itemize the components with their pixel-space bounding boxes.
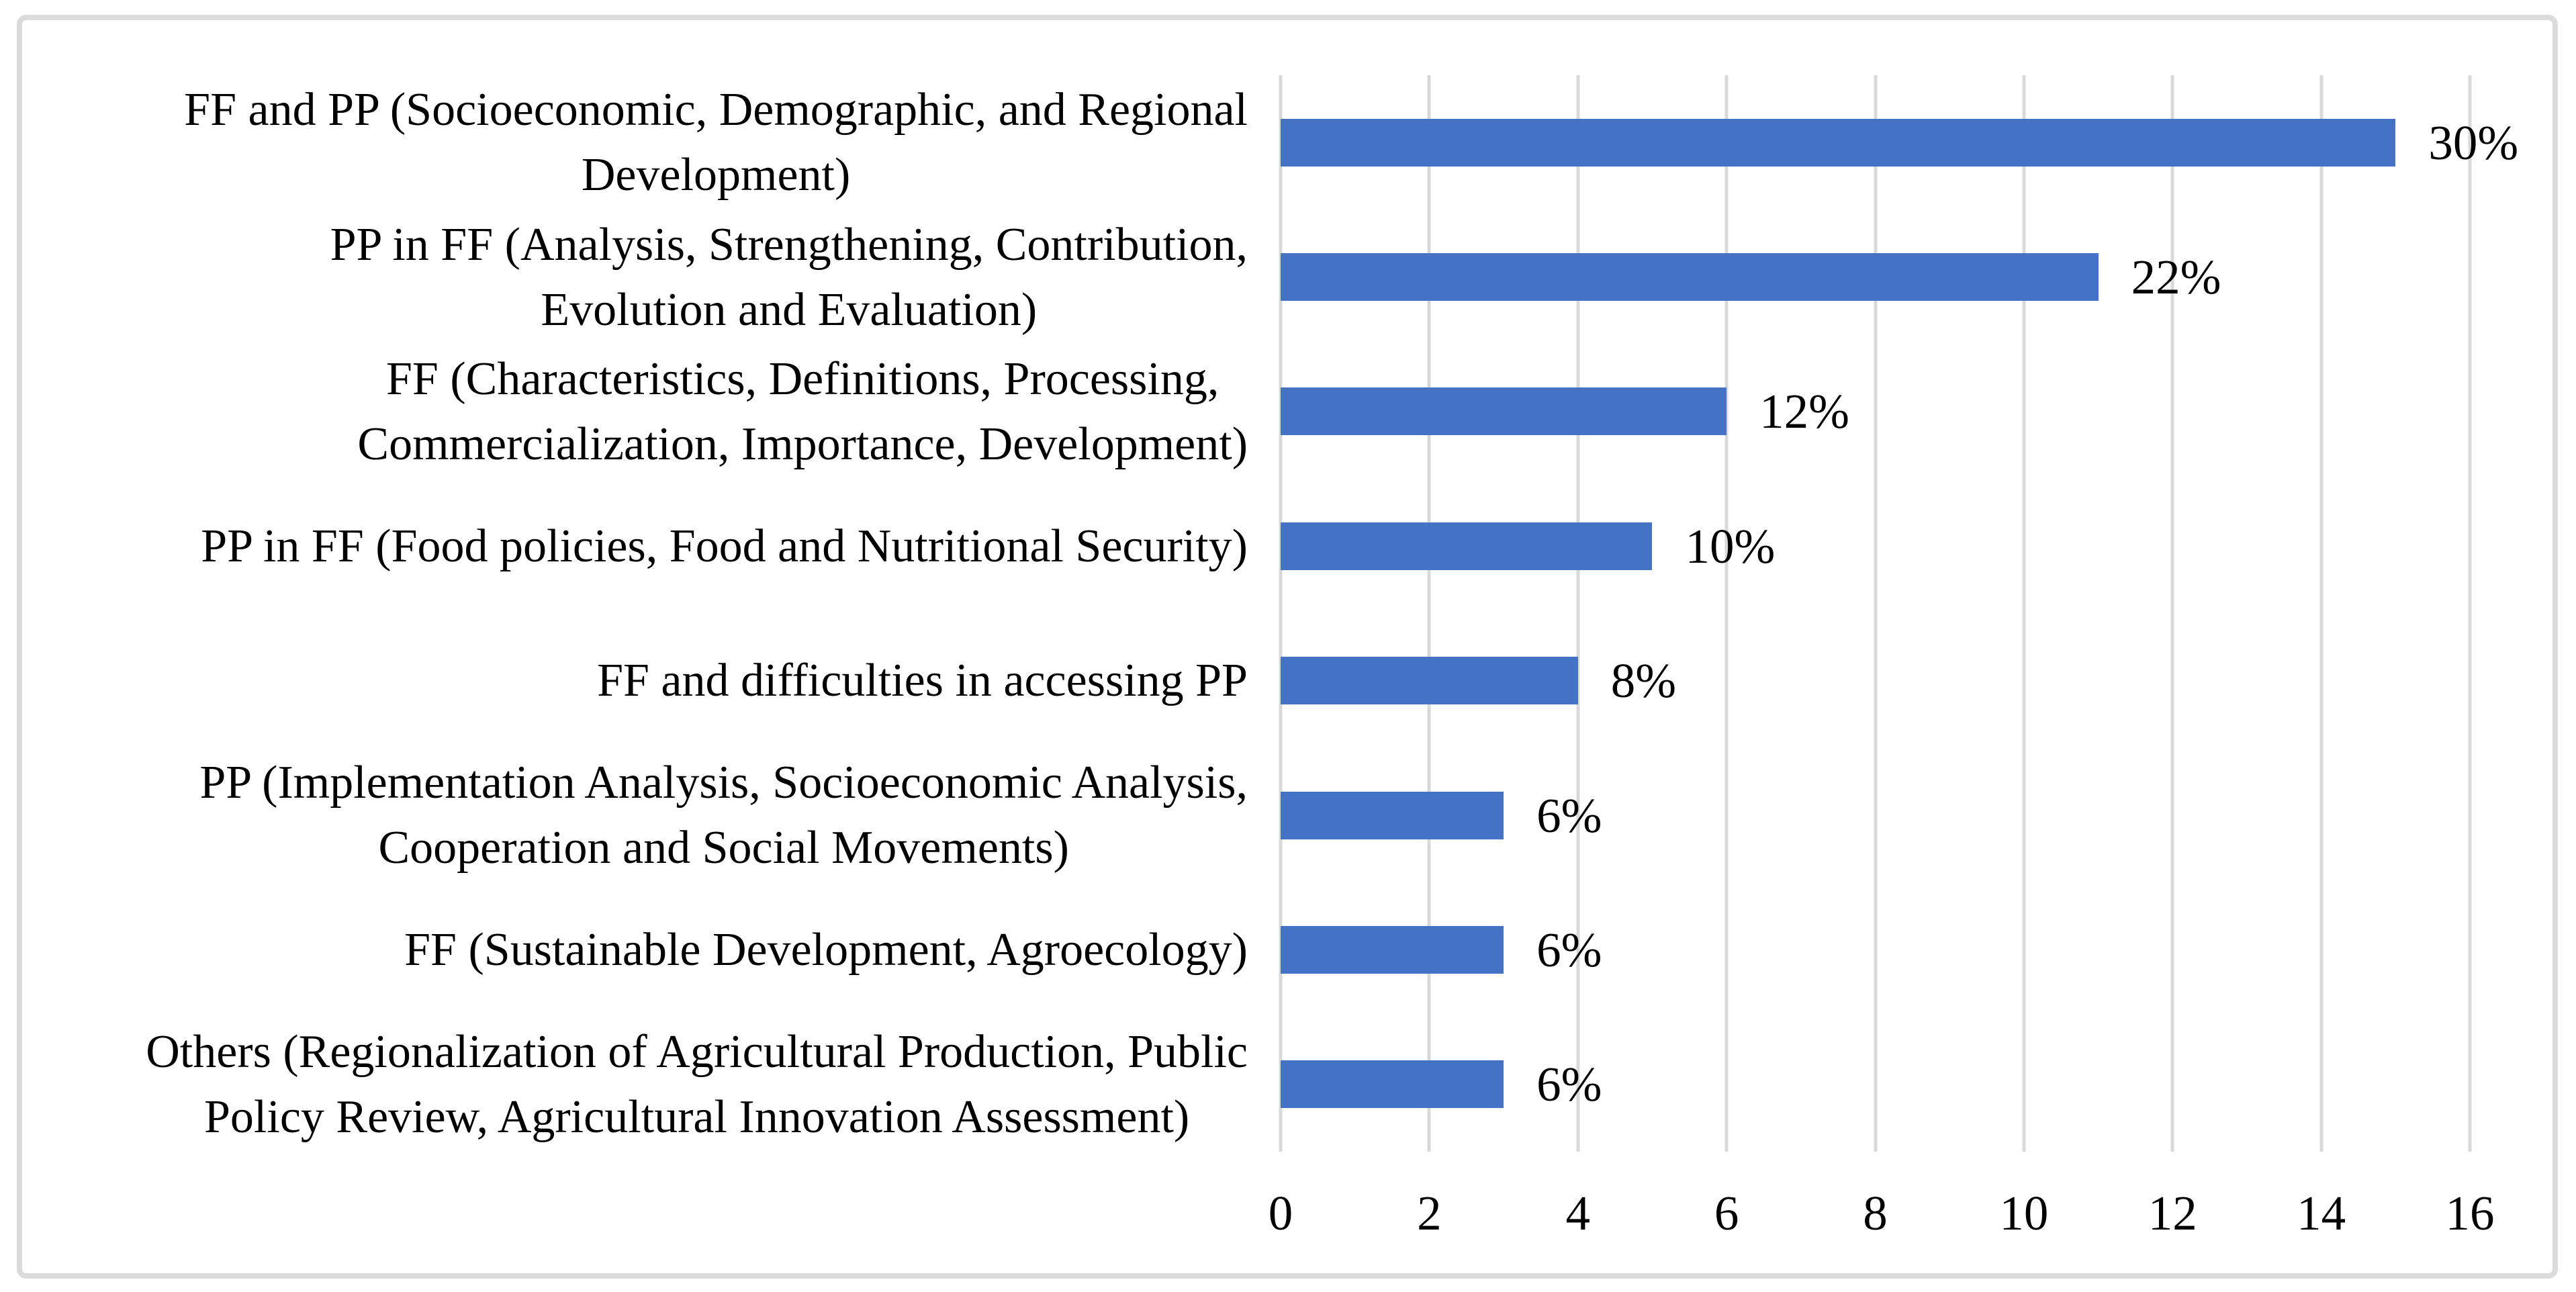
category-label: FF (Characteristics, Definitions, Proces… [357, 353, 1248, 470]
gridline [1279, 75, 1283, 1152]
bar-row: 8% [1281, 614, 2470, 748]
category-label: FF (Sustainable Development, Agroecology… [404, 923, 1248, 976]
bar-value-label: 12% [1759, 384, 1849, 439]
gridline [2170, 75, 2174, 1152]
bar-row: 6% [1281, 882, 2470, 1017]
bar [1281, 253, 2099, 302]
x-tick-label: 4 [1565, 1186, 1591, 1240]
bar-row: 30% [1281, 75, 2518, 210]
gridline [2468, 75, 2472, 1152]
bar-row: 6% [1281, 1017, 2470, 1152]
gridline [2319, 75, 2324, 1152]
bar-row: 6% [1281, 748, 2470, 882]
bar-value-label: 8% [1610, 653, 1677, 708]
category-label: PP (Implementation Analysis, Socioeconom… [199, 757, 1248, 874]
bar [1281, 925, 1504, 974]
category-cell: PP in FF (Analysis, Strengthening, Contr… [27, 210, 1248, 344]
category-cell: FF and difficulties in accessing PP [27, 614, 1248, 748]
gridlines-layer [1279, 75, 2472, 1152]
category-cell: FF and PP (Socioeconomic, Demographic, a… [27, 75, 1248, 210]
category-axis: FF and PP (Socioeconomic, Demographic, a… [27, 75, 1248, 1152]
x-tick-label: 0 [1268, 1186, 1293, 1240]
bar [1281, 118, 2396, 167]
gridline [1874, 75, 1877, 1152]
x-tick-label: 12 [2148, 1186, 2197, 1240]
category-cell: FF (Characteristics, Definitions, Proces… [27, 344, 1248, 479]
x-tick-label: 14 [2297, 1186, 2346, 1240]
x-tick-label: 8 [1863, 1186, 1888, 1240]
bar-value-label: 10% [1685, 518, 1776, 573]
x-tick-label: 2 [1417, 1186, 1442, 1240]
bar-row: 12% [1281, 344, 2470, 479]
category-label: FF and difficulties in accessing PP [597, 655, 1248, 707]
gridline [1427, 75, 1431, 1152]
bar [1281, 1060, 1504, 1109]
category-label: PP in FF (Analysis, Strengthening, Contr… [330, 218, 1248, 336]
x-tick-label: 10 [1999, 1186, 2049, 1240]
category-cell: Others (Regionalization of Agricultural … [27, 1017, 1248, 1152]
gridline [1724, 75, 1729, 1152]
gridline [1576, 75, 1580, 1152]
bar-row: 10% [1281, 479, 2470, 613]
bar [1281, 522, 1653, 570]
category-cell: FF (Sustainable Development, Agroecology… [27, 882, 1248, 1017]
category-cell: PP in FF (Food policies, Food and Nutrit… [27, 479, 1248, 613]
bar [1281, 657, 1578, 705]
category-label: PP in FF (Food policies, Food and Nutrit… [201, 520, 1248, 572]
x-axis: 0 2 4 6 8 10 12 14 16 [1269, 1152, 2495, 1273]
bar-value-label: 6% [1536, 1057, 1602, 1112]
gridline [2022, 75, 2026, 1152]
x-tick-label: 16 [2445, 1186, 2495, 1240]
bar-value-label: 30% [2428, 115, 2519, 170]
bar [1281, 387, 1727, 436]
bar-value-label: 22% [2131, 250, 2221, 305]
category-label: FF and PP (Socioeconomic, Demographic, a… [184, 84, 1248, 201]
category-label: Others (Regionalization of Agricultural … [146, 1025, 1248, 1143]
bar-value-label: 6% [1536, 788, 1602, 843]
bar-value-label: 6% [1536, 922, 1602, 977]
bar-row: 22% [1281, 210, 2470, 344]
bars-layer: 30% 22% 12% 10% 8% 6% 6% 6% [1281, 75, 2518, 1152]
x-tick-label: 6 [1714, 1186, 1739, 1240]
bar [1281, 791, 1504, 839]
category-cell: PP (Implementation Analysis, Socioeconom… [27, 748, 1248, 882]
